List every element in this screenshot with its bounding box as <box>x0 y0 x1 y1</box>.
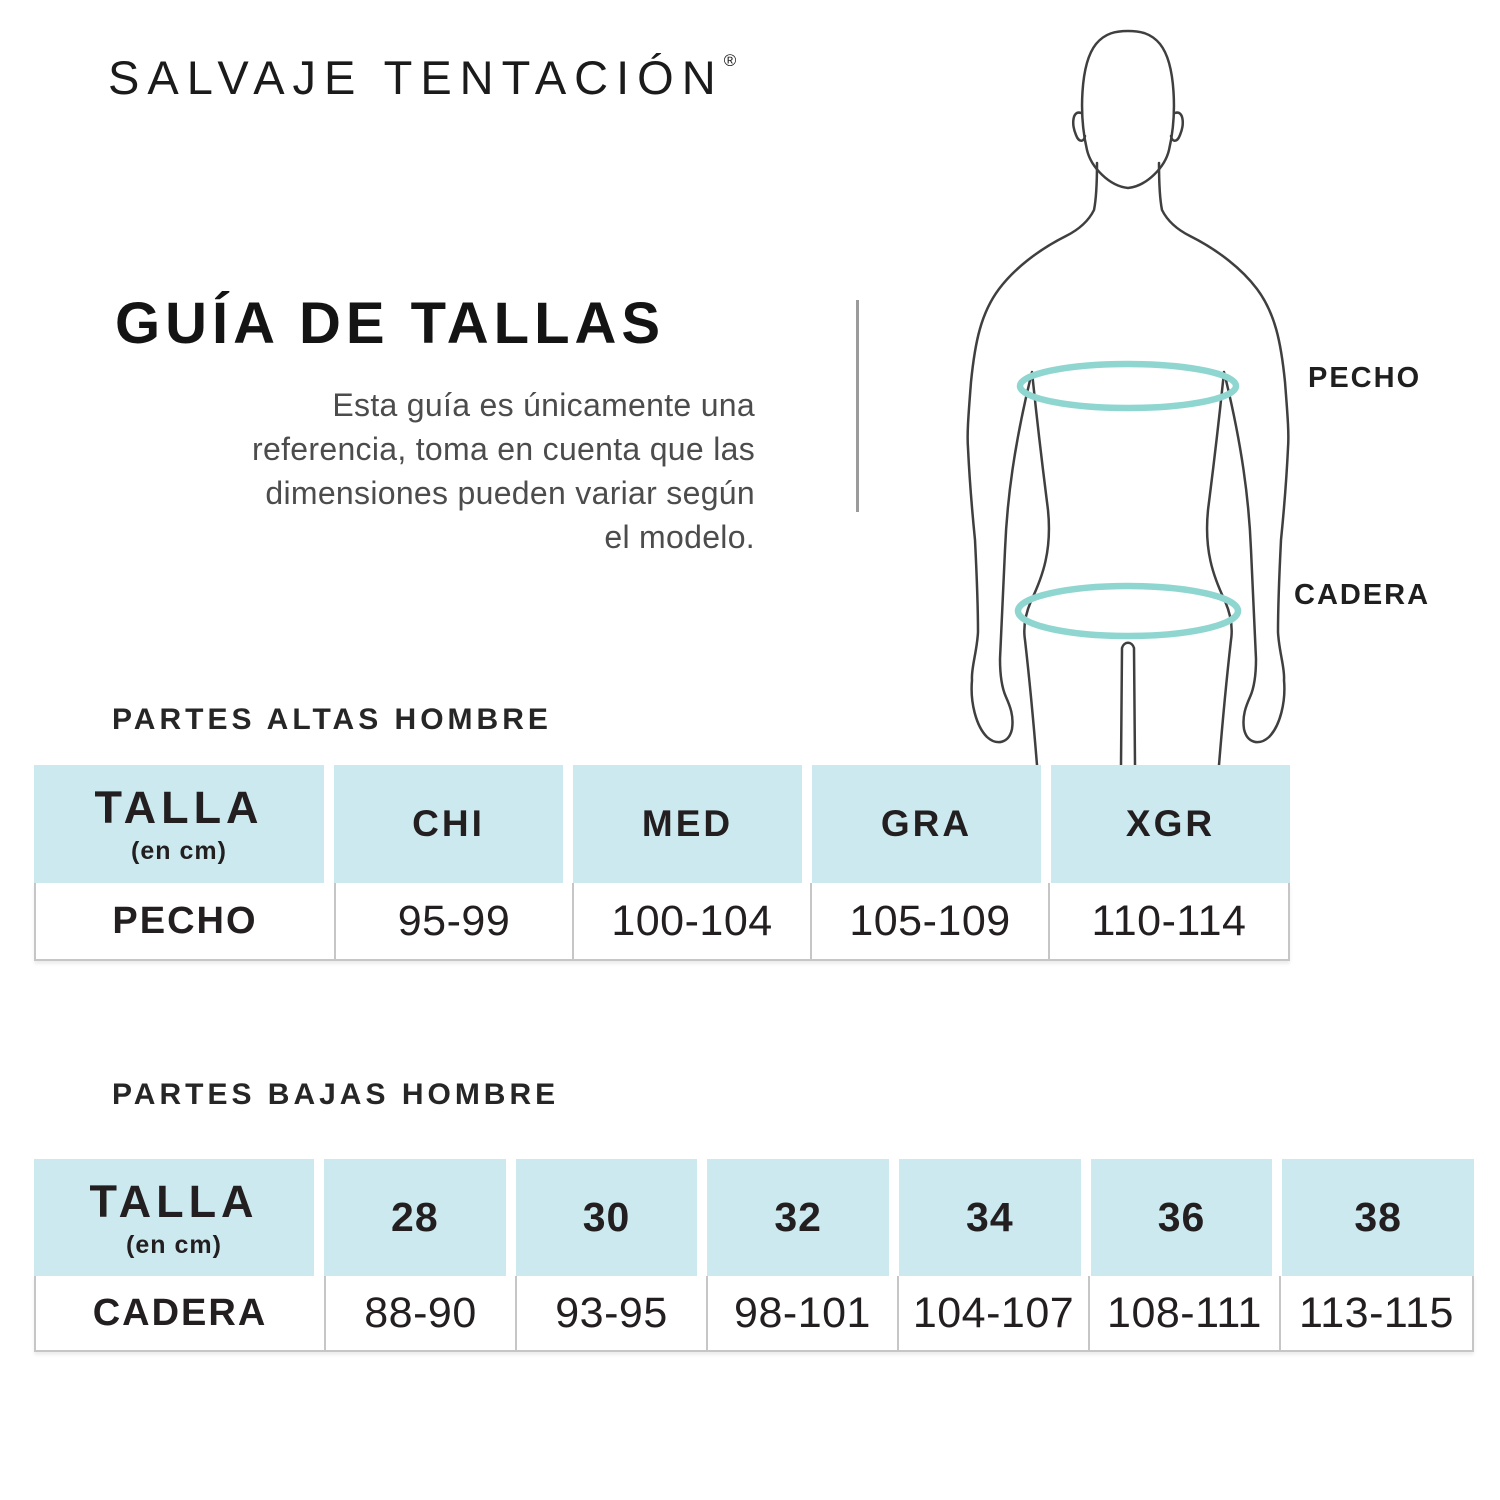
row-label: CADERA <box>92 1291 268 1334</box>
size-range-value: 113-115 <box>1299 1288 1454 1337</box>
tops-size-table: TALLA (en cm) CHI MED GRA XGR PECHO 95-9… <box>34 765 1290 961</box>
column-header-cell: XGR <box>1051 765 1290 883</box>
column-header-label: 30 <box>582 1194 631 1240</box>
value-cell: 104-107 <box>899 1276 1090 1350</box>
size-range-value: 108-111 <box>1107 1288 1262 1337</box>
size-range-value: 88-90 <box>364 1288 477 1337</box>
row-label-cell: PECHO <box>36 883 336 959</box>
size-range-value: 110-114 <box>1091 896 1247 945</box>
section-title-bottoms: PARTES BAJAS HOMBRE <box>112 1078 560 1111</box>
registered-mark: ® <box>723 51 737 70</box>
value-cell: 98-101 <box>708 1276 899 1350</box>
column-header-label: 32 <box>774 1194 822 1240</box>
column-header-cell: 38 <box>1282 1159 1474 1276</box>
value-cell: 100-104 <box>574 883 812 959</box>
description-line: referencia, toma en cuenta que las <box>252 431 755 467</box>
description-line: Esta guía es únicamente una <box>332 387 755 423</box>
size-range-value: 100-104 <box>611 896 773 945</box>
size-range-value: 104-107 <box>912 1288 1075 1337</box>
guide-description: Esta guía es únicamente una referencia, … <box>85 383 755 559</box>
brand-logo: SALVAJE TENTACIÓN® <box>108 50 736 105</box>
column-header-label: 28 <box>391 1194 439 1240</box>
body-left-outline <box>966 161 1099 765</box>
column-header-label: 34 <box>966 1194 1014 1240</box>
right-ear-icon <box>1169 111 1184 142</box>
value-cell: 110-114 <box>1050 883 1288 959</box>
bottoms-size-table: TALLA (en cm) 28 30 32 34 36 38 CADERA 8… <box>34 1159 1474 1352</box>
table-header-row: TALLA (en cm) 28 30 32 34 36 38 <box>34 1159 1474 1276</box>
value-cell: 88-90 <box>326 1276 517 1350</box>
value-cell: 108-111 <box>1090 1276 1281 1350</box>
description-line: el modelo. <box>604 519 755 555</box>
hip-label: CADERA <box>1294 579 1431 611</box>
value-cell: 95-99 <box>336 883 574 959</box>
column-header-cell: MED <box>573 765 812 883</box>
brand-name: SALVAJE TENTACIÓN <box>108 51 724 104</box>
column-header-cell: CHI <box>334 765 573 883</box>
size-unit-label: (en cm) <box>126 1230 222 1259</box>
body-right-outline <box>1157 161 1290 765</box>
size-header-cell: TALLA (en cm) <box>34 1159 324 1276</box>
size-range-value: 95-99 <box>397 896 511 945</box>
column-header-cell: 30 <box>515 1159 708 1276</box>
description-line: dimensiones pueden variar según <box>265 475 755 511</box>
inner-leg-outline <box>1119 641 1137 765</box>
hip-measure-line <box>1014 582 1242 640</box>
column-header-label: CHI <box>412 803 485 844</box>
column-header-label: MED <box>641 803 734 844</box>
value-cell: 105-109 <box>812 883 1050 959</box>
left-ear-icon <box>1072 111 1087 142</box>
size-unit-label: (en cm) <box>131 837 227 865</box>
table-data-row: CADERA 88-90 93-95 98-101 104-107 108-11… <box>34 1276 1474 1352</box>
value-cell: 113-115 <box>1281 1276 1472 1350</box>
row-label: PECHO <box>112 899 258 942</box>
section-title-tops: PARTES ALTAS HOMBRE <box>112 703 552 736</box>
table-data-row: PECHO 95-99 100-104 105-109 110-114 <box>34 883 1290 961</box>
column-header-cell: 32 <box>707 1159 899 1276</box>
chest-measure-line <box>1016 360 1240 412</box>
column-header-label: XGR <box>1125 803 1216 844</box>
size-header-cell: TALLA (en cm) <box>34 765 334 883</box>
vertical-divider <box>856 300 859 512</box>
size-range-value: 93-95 <box>555 1288 668 1337</box>
page-title: GUÍA DE TALLAS <box>115 291 666 356</box>
column-header-label: 36 <box>1157 1194 1206 1240</box>
chest-label: PECHO <box>1308 362 1422 394</box>
column-header-cell: 36 <box>1090 1159 1283 1276</box>
column-header-label: GRA <box>880 803 973 844</box>
size-range-value: 105-109 <box>849 896 1011 945</box>
size-header-label: TALLA <box>94 782 264 833</box>
column-header-label: 38 <box>1354 1194 1402 1240</box>
row-label-cell: CADERA <box>36 1276 326 1350</box>
column-header-cell: 28 <box>324 1159 516 1276</box>
table-header-row: TALLA (en cm) CHI MED GRA XGR <box>34 765 1290 883</box>
size-header-label: TALLA <box>89 1175 259 1227</box>
male-body-figure <box>966 29 1290 765</box>
head-outline <box>1080 29 1176 190</box>
column-header-cell: GRA <box>812 765 1051 883</box>
value-cell: 93-95 <box>517 1276 708 1350</box>
column-header-cell: 34 <box>899 1159 1091 1276</box>
size-range-value: 98-101 <box>734 1288 871 1337</box>
